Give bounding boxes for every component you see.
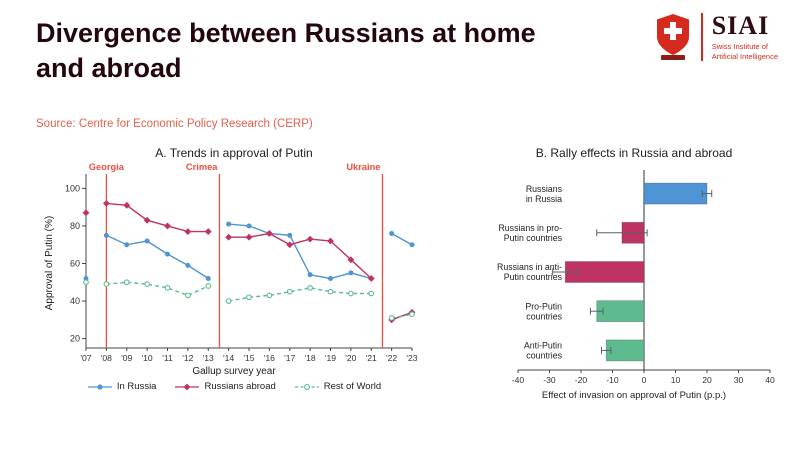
svg-text:Putin countries: Putin countries	[504, 272, 563, 282]
svg-text:Pro-Putin: Pro-Putin	[525, 301, 562, 311]
svg-text:10: 10	[671, 375, 681, 385]
panel-a-xlabel: Gallup survey year	[192, 366, 276, 377]
svg-text:Crimea: Crimea	[186, 162, 218, 172]
svg-text:'15: '15	[243, 353, 254, 363]
svg-text:'10: '10	[142, 353, 153, 363]
legend-label: In Russia	[116, 381, 157, 392]
svg-text:20: 20	[702, 375, 712, 385]
panel-a-plot: 20 40 60 80 100 '07 '08 '09 '10 '11 '12 '13 '14 '15 '1…	[65, 162, 418, 363]
logo-divider	[700, 13, 703, 62]
page-title: Divergence between Russians at home and …	[36, 18, 536, 83]
svg-text:0: 0	[642, 375, 647, 385]
svg-text:-30: -30	[543, 375, 556, 385]
logo-subtitle: Swiss Institute of Artificial Intelligen…	[712, 42, 778, 62]
svg-text:'18: '18	[305, 353, 316, 363]
svg-text:'12: '12	[182, 353, 193, 363]
panel-a-legend: In Russia Russians abroad Rest of World	[34, 381, 434, 392]
panel-a: A. Trends in approval of Putin Approval …	[34, 146, 434, 392]
svg-text:'23: '23	[406, 353, 417, 363]
svg-text:Anti-Putin: Anti-Putin	[524, 341, 562, 351]
siai-logo: SIAI Swiss Institute of Artificial Intel…	[654, 13, 778, 62]
legend-label: Rest of World	[323, 381, 382, 392]
panel-a-ylabel: Approval of Putin (%)	[44, 215, 55, 311]
svg-text:'08: '08	[101, 353, 112, 363]
legend-item-2: Rest of World	[294, 381, 381, 392]
legend-item-0: In Russia	[87, 381, 157, 392]
svg-text:'07: '07	[80, 353, 91, 363]
source-text: Source: Centre for Economic Policy Resea…	[36, 118, 313, 130]
logo-text: SIAI Swiss Institute of Artificial Intel…	[712, 13, 778, 62]
svg-text:'11: '11	[162, 353, 173, 363]
legend-label: Russians abroad	[204, 381, 276, 392]
svg-text:'21: '21	[366, 353, 377, 363]
svg-text:40: 40	[70, 296, 80, 306]
svg-text:'16: '16	[264, 353, 275, 363]
svg-text:-40: -40	[512, 375, 525, 385]
logo-subtitle-line2: Artificial Intelligence	[711, 51, 778, 61]
svg-text:Russians in anti-: Russians in anti-	[497, 262, 562, 272]
panel-a-title: A. Trends in approval of Putin	[155, 146, 313, 160]
svg-text:'14: '14	[223, 353, 234, 363]
svg-text:-20: -20	[575, 375, 588, 385]
svg-text:40: 40	[765, 375, 775, 385]
svg-text:Ukraine: Ukraine	[346, 162, 380, 172]
panel-b: B. Rally effects in Russia and abroad -4…	[478, 146, 790, 401]
logo-subtitle-line1: Swiss Institute of	[711, 42, 768, 51]
logo-acronym: SIAI	[711, 11, 770, 40]
svg-text:20: 20	[70, 334, 80, 344]
svg-text:'22: '22	[386, 353, 397, 363]
svg-text:30: 30	[734, 375, 744, 385]
svg-text:'17: '17	[284, 353, 295, 363]
svg-text:-10: -10	[606, 375, 619, 385]
svg-text:100: 100	[65, 183, 80, 193]
panel-b-xlabel: Effect of invasion on approval of Putin …	[541, 390, 727, 401]
svg-text:countries: countries	[526, 351, 562, 361]
panel-b-title: B. Rally effects in Russia and abroad	[535, 146, 733, 160]
svg-text:countries: countries	[526, 311, 562, 321]
svg-text:'13: '13	[203, 353, 214, 363]
svg-text:Georgia: Georgia	[89, 162, 125, 172]
svg-text:'19: '19	[325, 353, 336, 363]
svg-text:60: 60	[70, 259, 80, 269]
svg-text:80: 80	[70, 221, 80, 231]
svg-text:Russians: Russians	[526, 184, 563, 194]
legend-item-1: Russians abroad	[174, 381, 276, 392]
svg-text:'20: '20	[345, 353, 356, 363]
svg-text:'09: '09	[121, 353, 132, 363]
svg-text:Putin countries: Putin countries	[504, 233, 563, 243]
svg-text:Russians in pro-: Russians in pro-	[498, 223, 562, 233]
svg-text:in Russia: in Russia	[526, 194, 562, 204]
siai-shield-icon	[656, 14, 689, 61]
